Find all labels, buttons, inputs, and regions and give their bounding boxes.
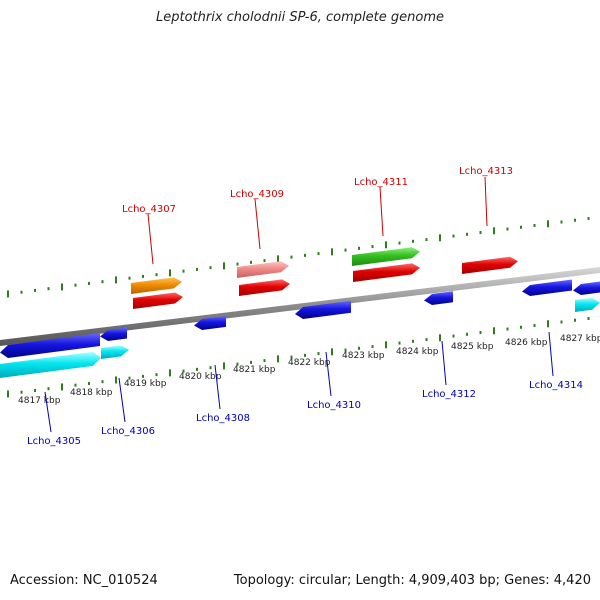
kbp-label: 4825 kbp (451, 342, 494, 352)
gene-label-leader (379, 186, 384, 237)
gene-label-lcho-4313: Lcho_4313 (459, 166, 513, 177)
kbp-label: 4827 kbp (560, 334, 600, 344)
kbp-label: 4818 kbp (70, 388, 113, 398)
gene-label-leader (118, 377, 126, 423)
gene-arrow-red (239, 279, 290, 296)
topology-text: Topology: circular; Length: 4,909,403 bp… (233, 573, 591, 588)
gene-label-lcho-4310: Lcho_4310 (307, 400, 361, 411)
kbp-label: 4822 kbp (288, 358, 331, 368)
kbp-label: 4821 kbp (233, 365, 276, 375)
backbone-line (0, 267, 600, 346)
gene-label-leader (147, 213, 154, 265)
gene-label-leader (484, 176, 488, 227)
accession-text: Accession: NC_010524 (10, 573, 158, 588)
gene-arrow-red (133, 292, 183, 309)
gene-label-lcho-4312: Lcho_4312 (422, 389, 476, 400)
gene-arrow-blue (522, 279, 572, 296)
gene-label-lcho-4305: Lcho_4305 (27, 436, 81, 447)
gene-label-lcho-4314: Lcho_4314 (529, 380, 583, 391)
gene-arrow-red (353, 263, 420, 282)
gene-label-leader (325, 351, 332, 397)
kbp-label: 4817 kbp (18, 396, 61, 406)
kbp-label: 4823 kbp (342, 351, 385, 361)
gene-arrow-cyan (101, 345, 129, 359)
gene-arrow-orange (131, 277, 182, 294)
kbp-label: 4826 kbp (505, 338, 548, 348)
gene-label-lcho-4307: Lcho_4307 (122, 204, 176, 215)
gene-label-lcho-4309: Lcho_4309 (230, 189, 284, 200)
gene-arrow-blue (295, 300, 351, 319)
gene-arrow-blue (100, 327, 127, 341)
gene-label-leader (441, 340, 447, 386)
map-title: Leptothrix cholodnii SP-6, complete geno… (156, 10, 444, 25)
gene-arrow-cyan (0, 351, 101, 378)
gene-label-lcho-4306: Lcho_4306 (101, 426, 155, 437)
gene-arrow-blue (424, 291, 453, 305)
kbp-label: 4819 kbp (124, 379, 167, 389)
gene-arrow-red (462, 256, 518, 274)
gene-label-lcho-4308: Lcho_4308 (196, 413, 250, 424)
gene-label-leader (214, 364, 221, 410)
gene-arrow-cyan (575, 297, 600, 312)
kbp-label: 4820 kbp (179, 372, 222, 382)
gene-label-leader (44, 391, 52, 433)
gene-arrow-blue (194, 315, 226, 330)
kbp-label: 4824 kbp (396, 347, 439, 357)
gene-arrow-blue (573, 281, 600, 295)
gene-arrow-green (352, 247, 420, 266)
gene-label-leader (254, 198, 261, 250)
gene-arrow-pink (237, 261, 289, 278)
gene-label-lcho-4311: Lcho_4311 (354, 177, 408, 188)
gene-label-leader (548, 331, 554, 377)
gene-arrow-blue (0, 333, 100, 358)
